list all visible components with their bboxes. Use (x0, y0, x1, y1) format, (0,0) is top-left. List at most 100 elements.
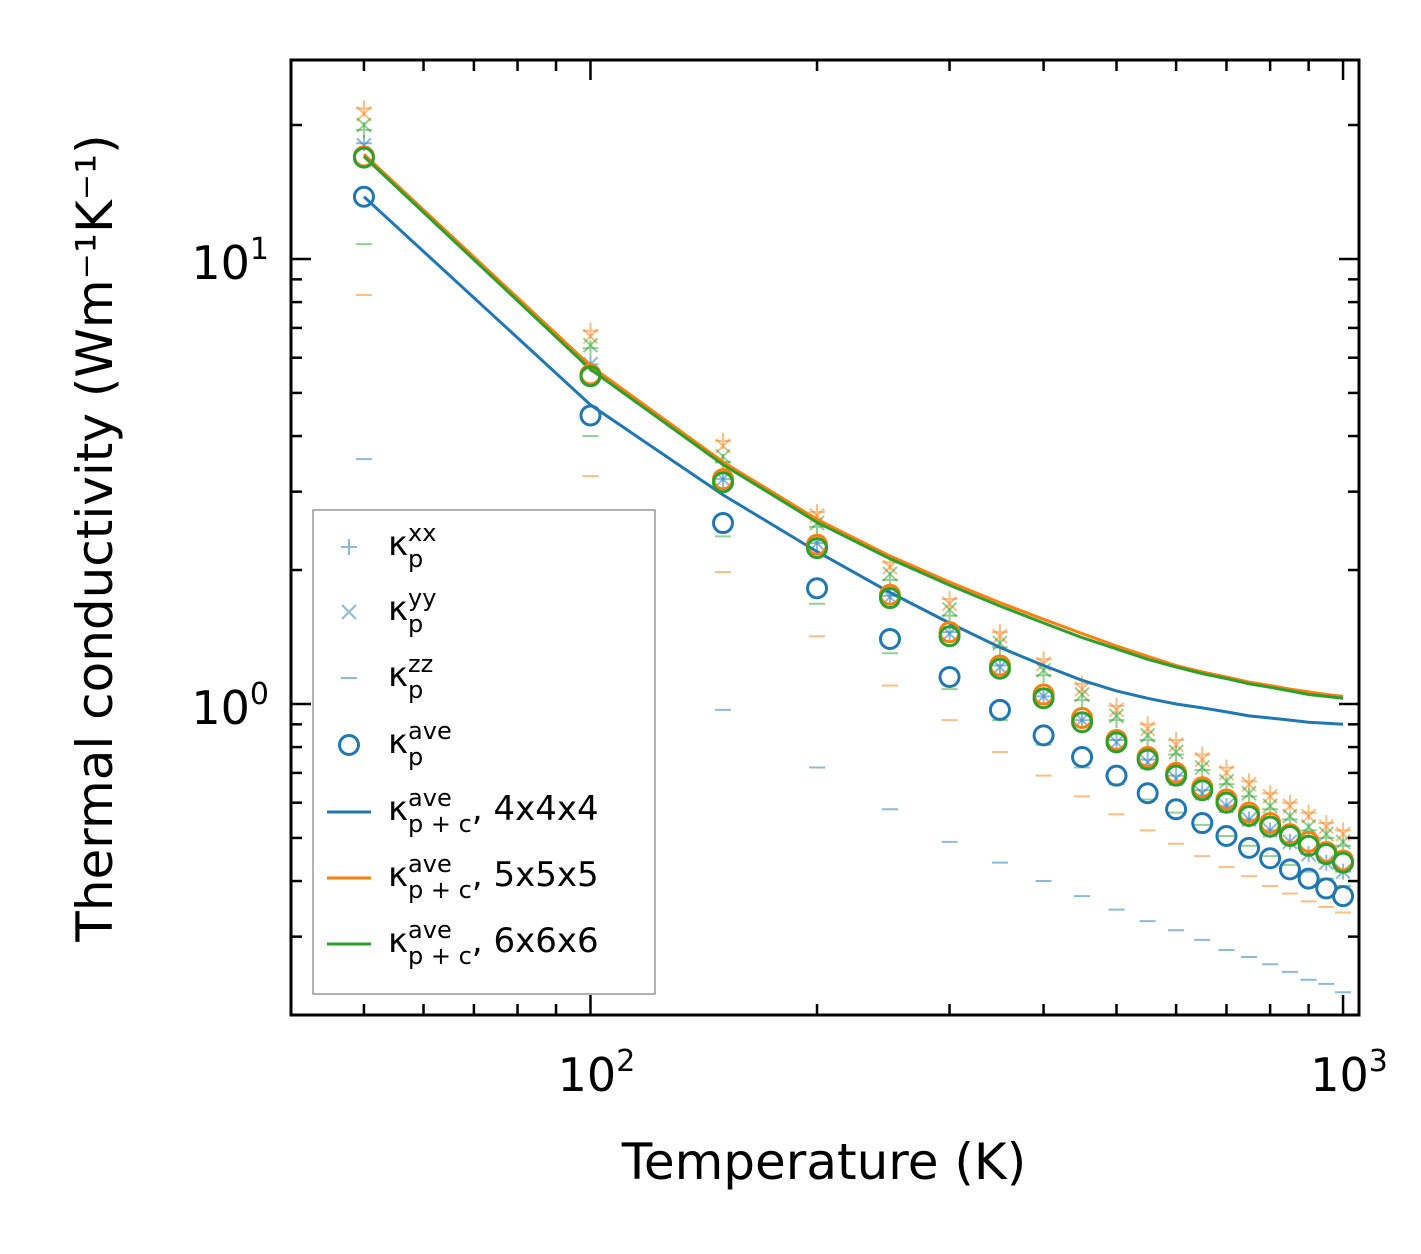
series-kzz_5 (355, 293, 1352, 914)
legend-marker-plus (341, 539, 357, 555)
kave_6-point (988, 657, 1011, 680)
legend-entry: κave p + c, 4x4x4 (327, 784, 599, 838)
kyy_4-point (1282, 834, 1298, 850)
kyy_5-point (1194, 751, 1210, 768)
kave_4-point (352, 185, 375, 208)
series-kave_4 (352, 185, 1355, 908)
legend-entry: κave p (338, 717, 452, 771)
series-kzz_4 (355, 458, 1352, 994)
kxx_6-point (1168, 746, 1185, 763)
kave_4-point (1191, 812, 1214, 835)
kxx_5-point (1281, 794, 1298, 811)
legend-label: κave p + c, 4x4x4 (388, 784, 599, 838)
kave_6-point (1238, 805, 1261, 828)
kyy_6-point (941, 601, 958, 618)
y-tick-label: 101 (191, 232, 269, 290)
data-series-layer (352, 100, 1355, 994)
kave_4-point (878, 627, 901, 650)
legend-entry: κave p + c, 5x5x5 (327, 850, 599, 904)
kyy_4-point (992, 659, 1008, 675)
kyy_5-point (1335, 826, 1351, 842)
kyy_6-point (1335, 834, 1351, 850)
legend-label: κzz p (388, 650, 433, 704)
kave_4-point (988, 698, 1011, 721)
kave_6-point (1315, 843, 1338, 866)
kyy_6-point (1168, 744, 1184, 760)
legend-label: κave p (388, 717, 452, 771)
kxx_5-point (1241, 773, 1258, 790)
kave_6-point (1278, 824, 1301, 847)
kxx_5-point (1262, 785, 1279, 802)
kave_4-point (1332, 885, 1355, 908)
legend-entry: κzz p (341, 650, 433, 704)
kxx_5-point (1318, 815, 1335, 832)
legend-label: κave p + c, 6x6x6 (388, 916, 599, 970)
kave_6-point (579, 365, 602, 388)
kyy_5-point (1074, 681, 1090, 697)
kyy_5-point (1108, 702, 1125, 718)
kave_4-point (1165, 798, 1188, 821)
kave_4-point (1215, 824, 1238, 847)
kave_6-point (938, 625, 961, 648)
kyy_6-point (882, 566, 898, 582)
legend-label: κave p + c, 5x5x5 (388, 850, 599, 904)
kyy_5-point (1318, 818, 1334, 835)
legend-entry: κyy p (341, 584, 436, 638)
kyy_5-point (992, 628, 1008, 644)
kyy_6-point (1218, 773, 1235, 790)
kave_4-point (1071, 746, 1094, 769)
y-axis-label: Thermal conductivity (Wm⁻¹K⁻¹) (66, 134, 124, 942)
kave_4-point (1238, 836, 1261, 859)
kave_4-point (938, 665, 961, 688)
kave_6-point (1332, 851, 1355, 874)
x-tick-label: 103 (1310, 1044, 1388, 1102)
kxx_5-point (1300, 804, 1317, 821)
kave_6-point (1071, 711, 1094, 734)
line-kpc_4 (362, 195, 1344, 726)
y-tick-label: 100 (191, 677, 269, 735)
series-kave_6 (352, 146, 1355, 874)
kyy_5-point (1139, 720, 1156, 737)
kxx_6-point (582, 340, 599, 357)
kxx_4-point (1108, 731, 1125, 748)
legend-label: κyy p (388, 584, 436, 638)
kxx_4-point (1139, 751, 1156, 768)
kave_6-point (1191, 779, 1214, 802)
kave_6-point (1165, 764, 1188, 787)
x-tick-label: 102 (558, 1044, 636, 1102)
kyy_6-point (1318, 826, 1334, 842)
kave_6-point (352, 146, 375, 169)
kyy_6-point (582, 337, 599, 353)
kyy_6-point (1074, 686, 1090, 703)
kave_4-point (1259, 847, 1282, 870)
kxx_6-point (1194, 762, 1211, 779)
kyy_6-point (1194, 759, 1210, 776)
kyy_5-point (941, 596, 958, 612)
kyy_6-point (1139, 727, 1156, 744)
line-kpc_6 (362, 155, 1344, 700)
kave_6-point (1105, 731, 1128, 754)
plot-frame (289, 58, 1361, 1017)
x-axis-label: Temperature (K) (621, 1133, 1027, 1191)
kave_4-point (1297, 867, 1320, 890)
kave_6-point (1297, 834, 1320, 857)
series-kyy_6 (356, 117, 1351, 850)
kave_4-point (1278, 858, 1301, 881)
kyy_6-point (1108, 708, 1125, 724)
legend: κxx p κyy p κzz p κave p κave p + c, 4x4x4 κave p +… (312, 509, 656, 995)
axis-ticks: 102 103 100 101 (191, 60, 1388, 1102)
kave_4-point (712, 512, 735, 535)
kyy_5-point (356, 106, 372, 122)
kyy_5-point (1168, 736, 1184, 753)
kave_6-point (1259, 815, 1282, 838)
kyy_6-point (1300, 818, 1317, 835)
kave_6-point (1032, 687, 1055, 710)
kave_6-point (1136, 748, 1159, 771)
kyy_6-point (1241, 785, 1257, 801)
kave_4-point (806, 577, 829, 600)
kave_4-point (579, 404, 602, 427)
kxx_5-point (1335, 822, 1352, 839)
kave_4-point (1136, 782, 1159, 805)
line-kpc_5 (362, 153, 1344, 698)
